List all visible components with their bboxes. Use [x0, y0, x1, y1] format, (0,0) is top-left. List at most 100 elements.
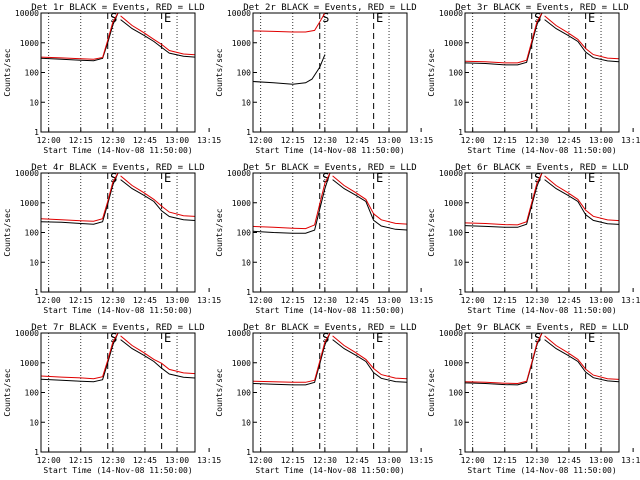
event-marker-label: E	[588, 11, 595, 25]
plot-frame	[40, 332, 196, 453]
event-marker-label: S	[534, 11, 541, 25]
event-marker-label: E	[376, 11, 383, 25]
y-tick-label: 10000	[227, 169, 251, 178]
events-series-line	[252, 332, 331, 386]
lld-series-line	[120, 175, 196, 217]
x-tick-label: 12:30	[101, 136, 125, 145]
y-tick-label: 100	[237, 229, 252, 238]
x-tick-label: 12:15	[281, 136, 305, 145]
x-axis-label: Start Time (14-Nov-08 11:50:00)	[467, 466, 616, 475]
x-tick-label: 13:15	[409, 456, 433, 465]
y-tick-label: 10	[453, 418, 463, 427]
event-marker-label: E	[588, 171, 595, 185]
lld-series-line	[332, 175, 408, 225]
event-marker-label: E	[164, 11, 171, 25]
y-tick-label: 100	[25, 389, 40, 398]
x-tick-label: 13:00	[589, 456, 613, 465]
y-tick-label: 1	[458, 128, 463, 137]
x-tick-label: 13:15	[621, 456, 640, 465]
lld-series-line	[544, 15, 620, 60]
events-series-line	[120, 339, 196, 379]
y-tick-label: 10000	[227, 329, 251, 338]
event-marker-label: E	[164, 331, 171, 345]
events-series-line	[332, 179, 408, 231]
x-tick-label: 13:00	[165, 456, 189, 465]
x-axis-label: Start Time (14-Nov-08 11:50:00)	[255, 146, 404, 155]
x-tick-label: 12:00	[37, 456, 61, 465]
lld-series-line	[40, 332, 119, 380]
y-tick-label: 10	[29, 258, 39, 267]
lld-series-line	[120, 335, 196, 375]
lld-series-line	[544, 175, 620, 222]
x-tick-label: 12:00	[461, 296, 485, 305]
lld-series-line	[40, 12, 119, 60]
x-tick-label: 12:15	[69, 296, 93, 305]
x-tick-label: 13:00	[165, 136, 189, 145]
y-tick-label: 100	[449, 229, 464, 238]
chart-title: Det 9r BLACK = Events, RED = LLD	[455, 323, 628, 333]
x-tick-label: 12:00	[249, 296, 273, 305]
x-tick-label: 12:00	[249, 136, 273, 145]
y-tick-label: 10	[453, 258, 463, 267]
event-marker-label: S	[322, 11, 329, 25]
event-marker-label: E	[588, 331, 595, 345]
y-tick-label: 10000	[439, 9, 463, 18]
y-tick-label: 1000	[444, 359, 463, 368]
x-tick-label: 12:45	[345, 296, 369, 305]
x-tick-label: 12:45	[557, 136, 581, 145]
y-tick-label: 1	[34, 448, 39, 457]
chart-title: Det 8r BLACK = Events, RED = LLD	[243, 323, 416, 333]
y-tick-label: 1000	[444, 39, 463, 48]
x-tick-label: 12:30	[101, 456, 125, 465]
events-series-line	[464, 12, 543, 66]
x-tick-label: 12:00	[461, 136, 485, 145]
x-tick-label: 12:45	[557, 456, 581, 465]
events-series-line	[40, 12, 119, 62]
x-tick-label: 13:00	[377, 296, 401, 305]
chart-title: Det 7r BLACK = Events, RED = LLD	[31, 323, 204, 333]
events-series-line	[120, 179, 196, 221]
y-tick-label: 100	[237, 69, 252, 78]
y-tick-label: 1000	[20, 199, 39, 208]
chart-title: Det 1r BLACK = Events, RED = LLD	[31, 3, 204, 13]
x-tick-label: 12:45	[133, 456, 157, 465]
x-tick-label: 12:00	[249, 456, 273, 465]
x-tick-label: 12:45	[345, 456, 369, 465]
x-tick-label: 12:30	[525, 296, 549, 305]
events-series-line	[544, 339, 620, 383]
y-tick-label: 1	[458, 448, 463, 457]
x-axis-label: Start Time (14-Nov-08 11:50:00)	[43, 466, 192, 475]
y-tick-label: 10000	[227, 9, 251, 18]
lld-series-line	[332, 335, 408, 380]
event-marker-label: S	[534, 331, 541, 345]
x-tick-label: 12:15	[493, 456, 517, 465]
event-marker-label: S	[110, 331, 117, 345]
y-tick-label: 10000	[15, 329, 39, 338]
y-tick-label: 10	[29, 418, 39, 427]
plot-frame	[464, 172, 620, 293]
x-axis-label: Start Time (14-Nov-08 11:50:00)	[467, 146, 616, 155]
event-marker-label: S	[110, 171, 117, 185]
x-tick-label: 12:45	[557, 296, 581, 305]
y-tick-label: 1000	[232, 39, 251, 48]
x-tick-label: 13:15	[409, 296, 433, 305]
y-tick-label: 10	[241, 258, 251, 267]
x-tick-label: 12:30	[313, 136, 337, 145]
y-axis-label: Counts/sec	[427, 208, 436, 256]
x-tick-label: 13:00	[377, 136, 401, 145]
event-marker-label: S	[322, 331, 329, 345]
x-axis-label: Start Time (14-Nov-08 11:50:00)	[467, 306, 616, 315]
x-tick-label: 12:00	[37, 136, 61, 145]
plot-frame	[252, 332, 408, 453]
x-tick-label: 12:00	[461, 456, 485, 465]
y-tick-label: 100	[449, 389, 464, 398]
events-series-line	[464, 172, 543, 228]
x-axis-label: Start Time (14-Nov-08 11:50:00)	[43, 146, 192, 155]
y-tick-label: 1000	[444, 199, 463, 208]
x-tick-label: 12:15	[281, 456, 305, 465]
